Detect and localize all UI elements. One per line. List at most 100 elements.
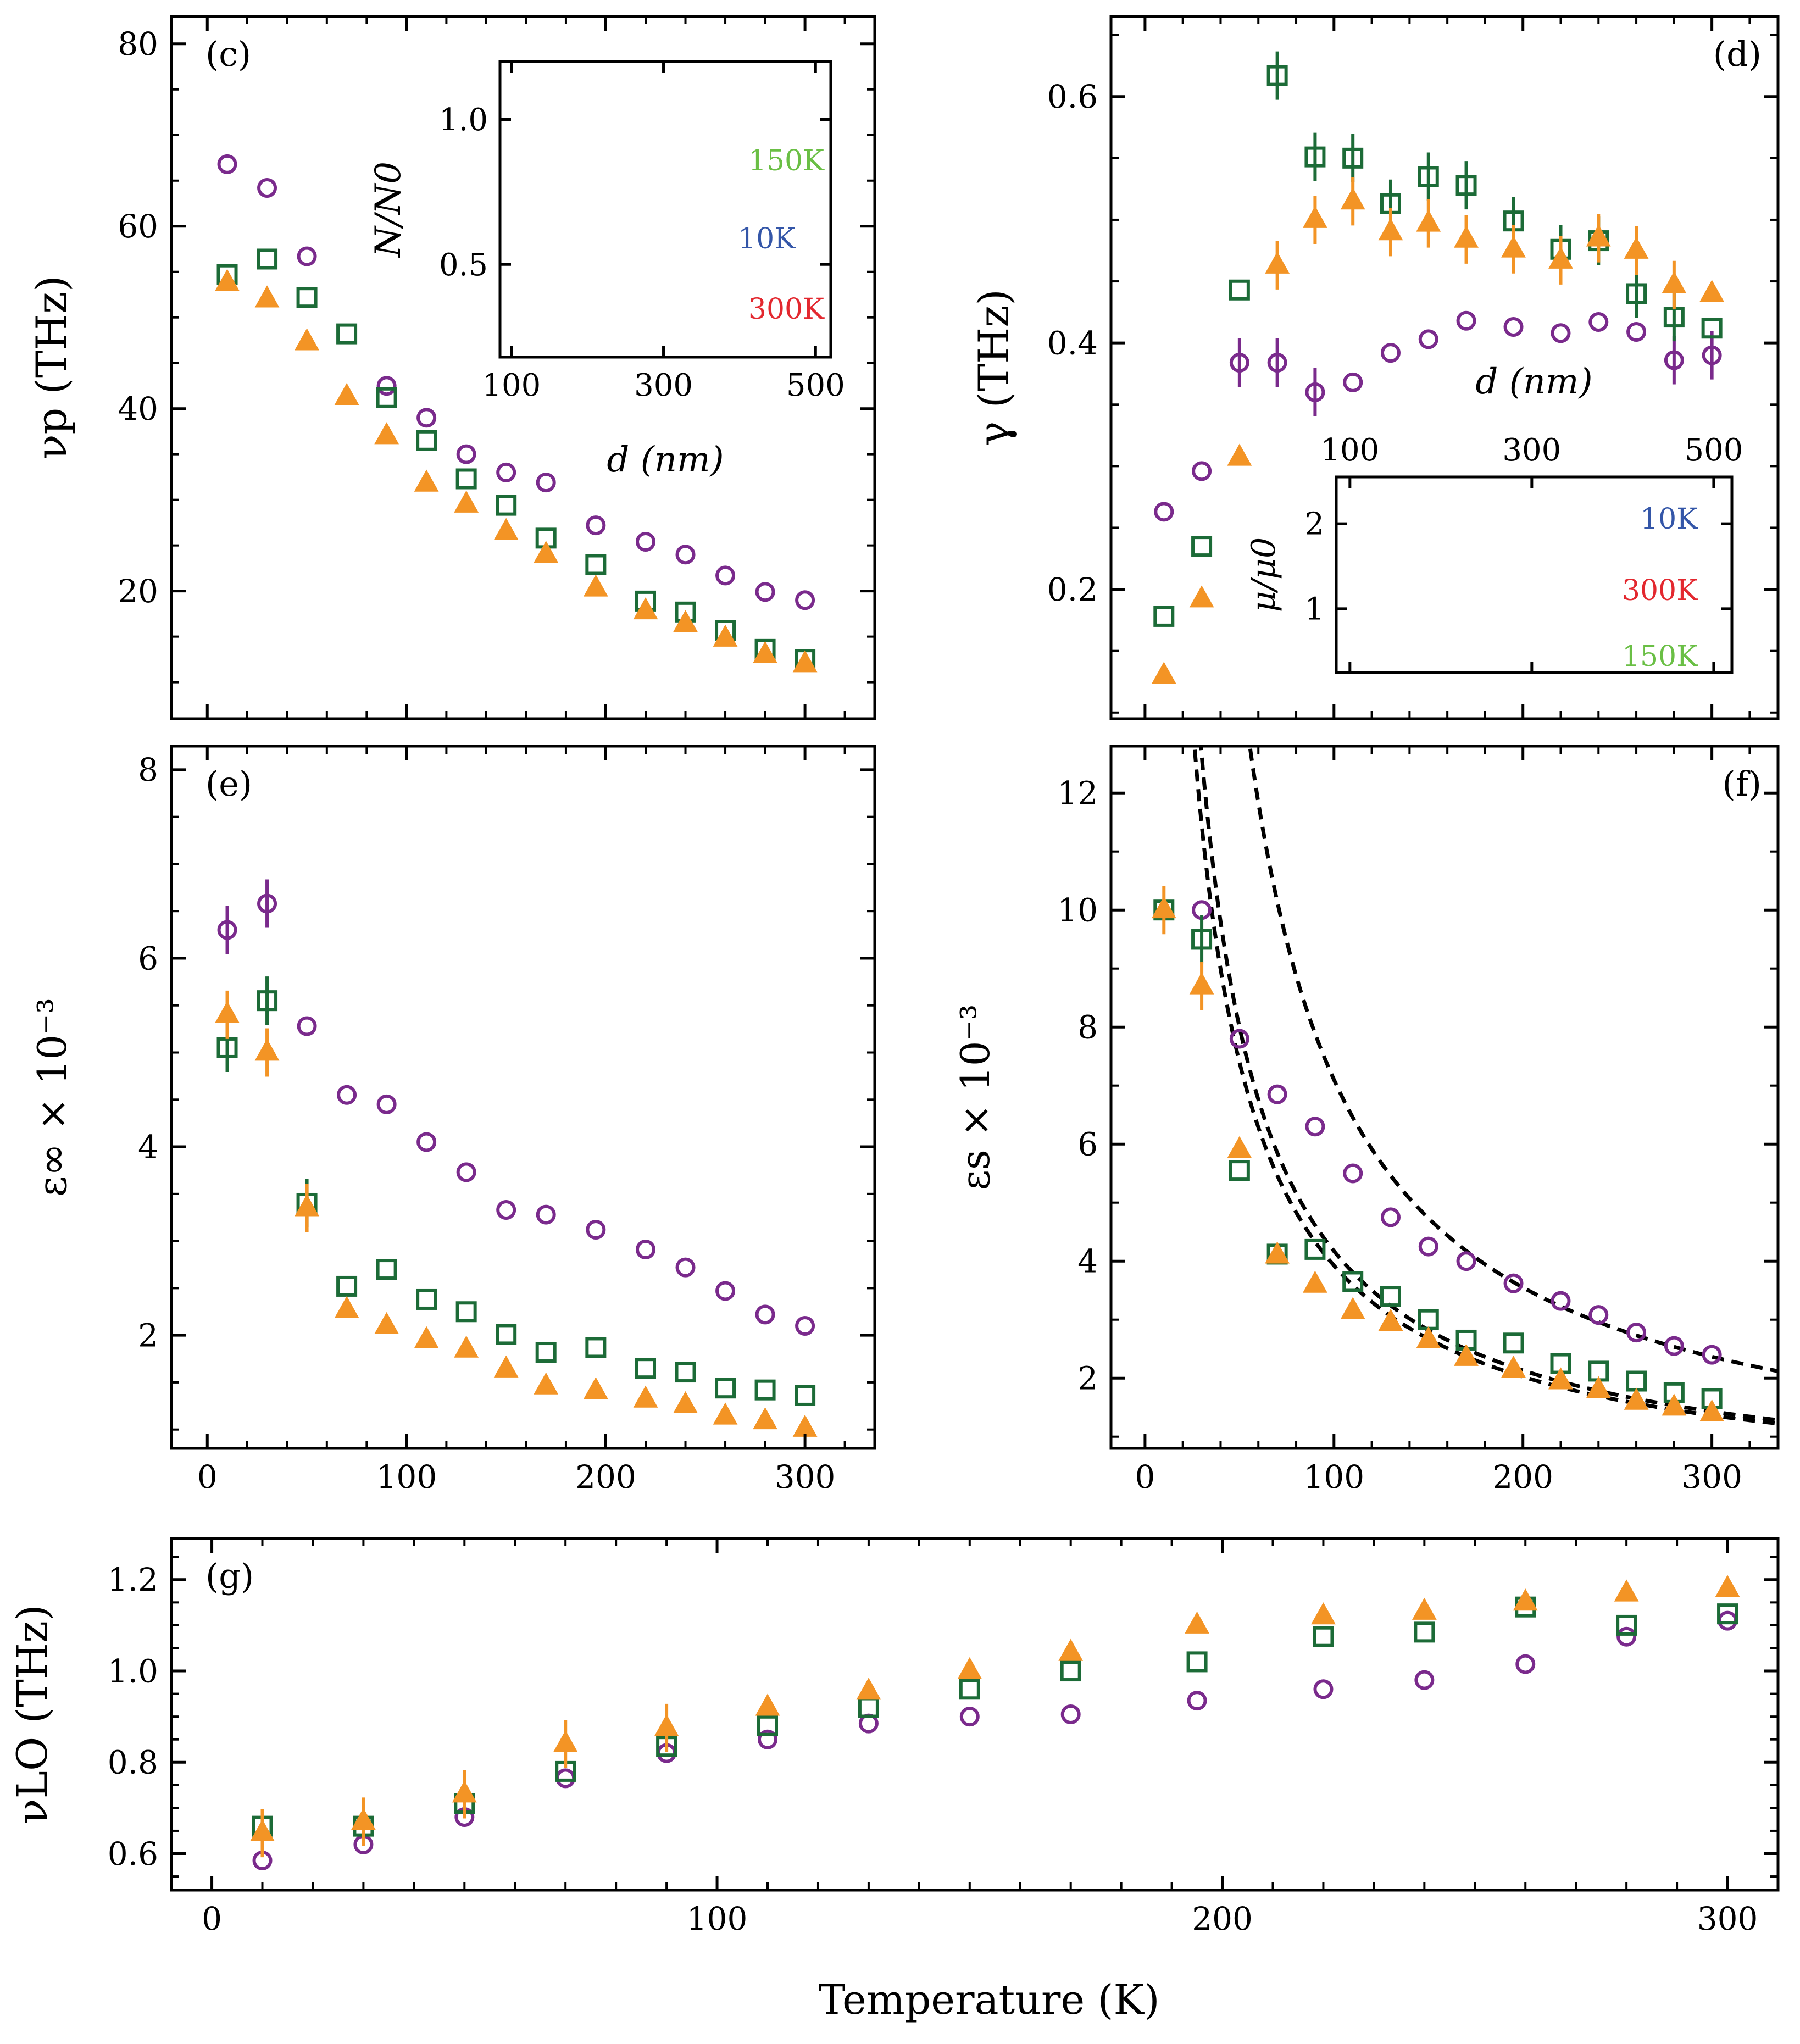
c-squares-point: [296, 287, 318, 308]
g-triangles-point: [351, 1808, 376, 1830]
d-triangles-point: [1227, 443, 1252, 466]
e-circles-point: [755, 1304, 775, 1325]
g-ylabel: νLO (THz): [8, 1604, 57, 1824]
f-xtick-label: 200: [1492, 1458, 1553, 1496]
c-triangles-point: [254, 285, 280, 308]
c-circles-point: [456, 444, 476, 464]
e-squares-point: [675, 1362, 696, 1383]
g-triangles-point: [1185, 1611, 1209, 1634]
f-squares-point: [1229, 1160, 1250, 1181]
f-ytick-label: 8: [1077, 1009, 1098, 1046]
f-squares-point: [1503, 1332, 1524, 1354]
f-triangles-point: [1189, 972, 1214, 995]
g-triangles-point: [856, 1678, 881, 1700]
c_inset-xtick-label: 500: [786, 368, 845, 403]
e-xtick-label: 100: [376, 1458, 437, 1496]
e-triangles-point: [534, 1372, 559, 1395]
g-xtick-label: 100: [687, 1900, 748, 1937]
f-triangles-point: [1378, 1308, 1403, 1331]
d-triangles-point: [1303, 205, 1327, 228]
d-circles-point: [1380, 343, 1401, 363]
e-triangles-point: [753, 1407, 777, 1430]
c-circles-point: [496, 462, 516, 482]
c-squares-point: [336, 323, 358, 345]
d-circles-point: [1702, 345, 1722, 365]
e-squares-point: [715, 1378, 736, 1399]
d_inset-ytick-label: 2: [1304, 507, 1324, 542]
c_inset-ytick-label: 1.0: [439, 102, 488, 138]
c-triangles-point: [374, 422, 399, 445]
c-squares-point: [257, 248, 278, 270]
d-circles-point: [1192, 461, 1212, 481]
c-squares-point: [496, 495, 517, 516]
g-squares-point: [959, 1679, 980, 1700]
d-circles-point: [1267, 353, 1287, 373]
g-circles-point: [758, 1729, 778, 1749]
e-ytick-label: 4: [138, 1128, 158, 1165]
e-circles-point: [416, 1132, 437, 1152]
g-triangles-point: [957, 1657, 982, 1679]
d_inset-ytick-label: 1: [1304, 592, 1324, 627]
c-inset-xlabel: d (nm): [607, 440, 724, 480]
d-squares-point: [1342, 147, 1364, 169]
c-circles-point: [715, 565, 736, 586]
f-xtick-label: 100: [1303, 1458, 1364, 1496]
e-triangles-point: [633, 1385, 658, 1408]
f-circles-point: [1343, 1163, 1363, 1184]
d-squares-point: [1229, 279, 1250, 301]
f-triangles-point: [1548, 1367, 1573, 1390]
g-squares-point: [1717, 1603, 1738, 1625]
d-circles-point: [1588, 312, 1609, 332]
g-squares-point: [1186, 1651, 1208, 1673]
g-ytick-label: 1.2: [108, 1561, 158, 1598]
e-triangles-point: [454, 1335, 479, 1358]
e-circles-point: [636, 1240, 656, 1260]
f-triangles-point: [1662, 1393, 1687, 1416]
g-circles-point: [1515, 1654, 1536, 1674]
d-triangles-point: [1624, 236, 1649, 259]
d-circles-point: [1626, 321, 1647, 342]
e-triangles-point: [673, 1391, 698, 1414]
g-ytick-label: 1.0: [108, 1652, 158, 1690]
e-circles-point: [376, 1094, 397, 1114]
e-triangles-point: [414, 1326, 439, 1348]
f-circles-point: [1305, 1117, 1325, 1137]
g-triangles-point: [1513, 1588, 1538, 1611]
e-triangles-point: [215, 1001, 240, 1023]
f-circles-point: [1267, 1084, 1287, 1104]
e-triangles-point: [374, 1312, 399, 1334]
g-circles-point: [959, 1707, 980, 1727]
c-triangles-point: [295, 328, 319, 351]
c-circles-point: [586, 515, 606, 536]
d-circles-point: [1418, 329, 1438, 349]
e-circles-point: [715, 1281, 736, 1301]
e-xtick-label: 300: [775, 1458, 836, 1496]
c-triangles-point: [493, 518, 519, 540]
d-inset-ylabel: μ/μ0: [1245, 537, 1283, 612]
e-squares-point: [376, 1259, 397, 1280]
f-panel-label: (f): [1723, 764, 1762, 804]
f-frame: [1109, 745, 1780, 1450]
e-circles-point: [795, 1315, 815, 1336]
c-circles-point: [795, 590, 815, 610]
d-circles-point: [1551, 323, 1571, 343]
e-squares-point: [416, 1288, 437, 1310]
c-circles-point: [416, 408, 437, 428]
c-circles-point: [755, 582, 775, 602]
f-triangles-point: [1624, 1387, 1649, 1410]
d-triangles-point: [1416, 209, 1441, 232]
e-squares-point: [535, 1342, 557, 1363]
d-ylabel: γ (THz): [969, 289, 1018, 446]
e-triangles-point: [254, 1038, 280, 1061]
f-triangles-point: [1265, 1241, 1290, 1264]
f-triangles-point: [1501, 1356, 1526, 1378]
e-frame: [170, 745, 876, 1450]
x-axis-label: Temperature (K): [818, 1976, 1159, 2024]
d-squares-point: [1701, 318, 1723, 339]
g-circles-point: [1187, 1691, 1207, 1711]
c_inset-xtick-label: 300: [634, 368, 693, 403]
g-squares-point: [1616, 1614, 1637, 1636]
e-squares-point: [455, 1301, 477, 1323]
e-triangles-point: [713, 1402, 738, 1425]
